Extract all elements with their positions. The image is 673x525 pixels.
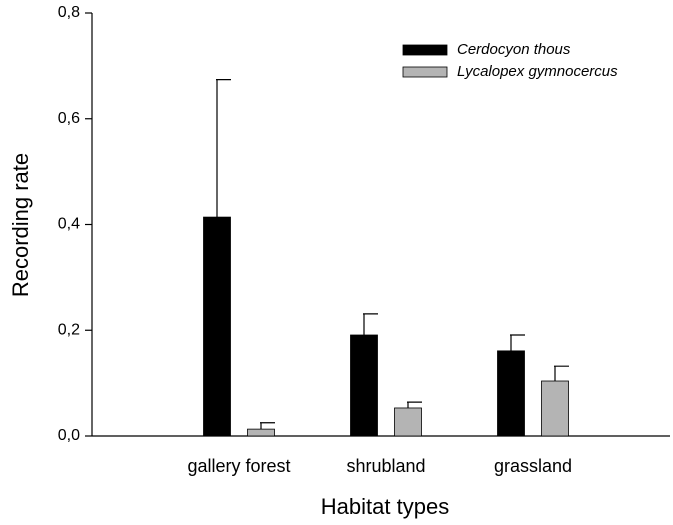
bar xyxy=(541,380,569,437)
x-tick-label: gallery forest xyxy=(187,456,290,476)
error-bar xyxy=(216,79,231,218)
legend-label: Cerdocyon thous xyxy=(457,41,571,58)
legend-swatch xyxy=(402,66,448,78)
bar xyxy=(394,407,422,437)
x-axis-label: Habitat types xyxy=(321,494,449,519)
legend-swatch xyxy=(402,44,448,56)
y-tick-label: 0,6 xyxy=(58,110,80,127)
bar xyxy=(350,334,378,437)
bar xyxy=(203,216,231,437)
y-tick-label: 0,2 xyxy=(58,321,80,338)
error-bar xyxy=(407,401,422,408)
bar xyxy=(247,428,275,437)
legend-label: Lycalopex gymnocercus xyxy=(457,63,618,80)
error-bar xyxy=(363,313,378,336)
bar xyxy=(497,350,525,437)
error-bar xyxy=(554,365,569,382)
x-tick-label: shrubland xyxy=(346,456,425,476)
y-tick-label: 0,0 xyxy=(58,427,80,444)
y-tick-label: 0,8 xyxy=(58,4,80,21)
x-tick-label: grassland xyxy=(494,456,572,476)
error-bar xyxy=(510,334,525,351)
y-tick-label: 0,4 xyxy=(58,216,80,233)
error-bar xyxy=(260,422,275,430)
y-axis-label: Recording rate xyxy=(8,153,33,297)
